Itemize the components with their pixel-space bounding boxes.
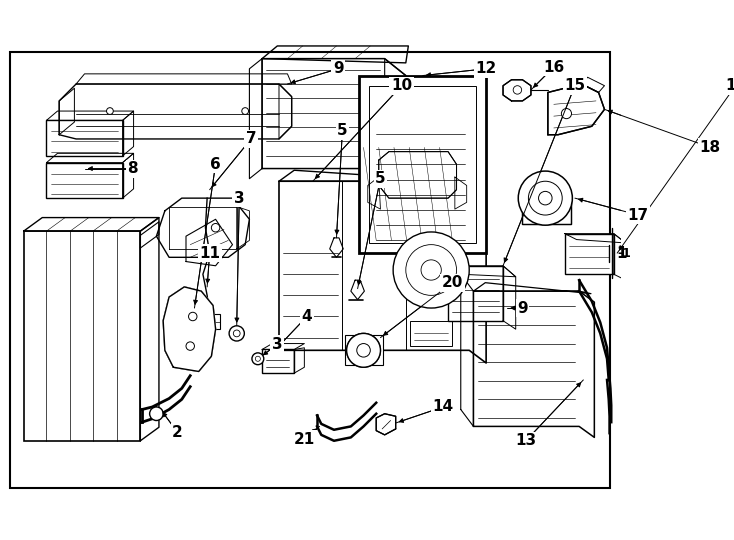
Circle shape — [241, 107, 249, 114]
Text: 4: 4 — [302, 309, 312, 324]
Circle shape — [189, 312, 197, 321]
Text: 2: 2 — [172, 425, 183, 440]
Bar — [23, 231, 140, 441]
Circle shape — [421, 260, 441, 280]
Circle shape — [562, 109, 572, 119]
Text: 10: 10 — [391, 78, 413, 93]
Bar — [410, 321, 452, 346]
Circle shape — [233, 330, 240, 337]
Text: 12: 12 — [476, 61, 497, 76]
Text: 15: 15 — [564, 78, 586, 93]
Circle shape — [211, 224, 219, 232]
Polygon shape — [163, 287, 216, 372]
Text: 18: 18 — [700, 140, 721, 155]
Bar — [564, 234, 614, 274]
Circle shape — [106, 107, 113, 114]
Text: 21: 21 — [294, 431, 315, 447]
Circle shape — [406, 245, 457, 295]
Text: 5: 5 — [337, 123, 348, 138]
Polygon shape — [377, 414, 396, 435]
Polygon shape — [548, 84, 605, 134]
Bar — [369, 86, 476, 243]
Text: 6: 6 — [210, 157, 221, 172]
Bar — [345, 335, 383, 364]
Circle shape — [539, 191, 552, 205]
Text: -1: -1 — [617, 247, 631, 260]
Text: 3: 3 — [234, 191, 244, 206]
Text: 14: 14 — [432, 400, 454, 415]
Circle shape — [353, 340, 374, 361]
Circle shape — [518, 171, 573, 225]
Circle shape — [150, 407, 163, 421]
Text: 7: 7 — [246, 131, 256, 146]
Text: 17: 17 — [628, 207, 649, 222]
Circle shape — [393, 232, 469, 308]
Text: 9: 9 — [517, 301, 528, 315]
Bar — [262, 349, 294, 373]
Bar — [522, 200, 570, 224]
Text: 3: 3 — [272, 337, 283, 352]
Circle shape — [255, 356, 261, 361]
Text: 19: 19 — [725, 78, 734, 93]
Circle shape — [513, 86, 522, 94]
Text: 11: 11 — [199, 246, 220, 261]
Circle shape — [252, 353, 264, 364]
Bar — [190, 314, 219, 329]
Polygon shape — [503, 80, 531, 101]
Bar — [448, 266, 503, 321]
Circle shape — [346, 333, 380, 367]
Bar — [46, 163, 123, 198]
Circle shape — [186, 342, 195, 350]
Text: 1: 1 — [617, 246, 627, 261]
Bar — [360, 76, 486, 253]
Polygon shape — [379, 152, 457, 198]
Text: 16: 16 — [543, 59, 564, 75]
Text: 9: 9 — [333, 61, 344, 76]
Circle shape — [528, 181, 562, 215]
Circle shape — [346, 333, 380, 367]
Circle shape — [229, 326, 244, 341]
Circle shape — [357, 343, 370, 357]
Bar — [46, 120, 123, 156]
Text: 13: 13 — [515, 433, 537, 448]
Text: 20: 20 — [442, 275, 463, 290]
Text: 5: 5 — [375, 171, 386, 186]
Text: 8: 8 — [128, 161, 138, 176]
